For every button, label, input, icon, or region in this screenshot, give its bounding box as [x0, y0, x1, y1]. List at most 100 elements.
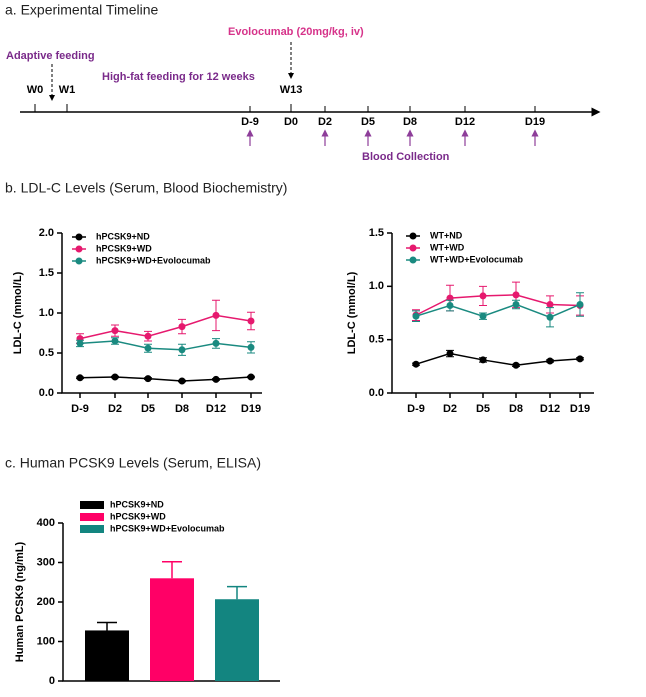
week-label: W0: [27, 84, 44, 96]
bar: [85, 630, 129, 681]
point: [412, 360, 420, 368]
point: [546, 313, 554, 321]
day-label: D0: [284, 116, 298, 128]
x-tick-label: D5: [476, 403, 490, 415]
point: [247, 343, 255, 351]
legend-label: WT+WD+Evolocumab: [430, 254, 524, 264]
hfd-label: High-fat feeding for 12 weeks: [102, 71, 255, 83]
point: [178, 323, 186, 331]
point: [412, 312, 420, 320]
legend-swatch: [80, 513, 104, 521]
legend-marker: [75, 245, 83, 253]
point: [178, 346, 186, 354]
point: [546, 300, 554, 308]
point: [446, 302, 454, 310]
point: [111, 337, 119, 345]
legend-label: hPCSK9+ND: [110, 499, 164, 509]
point: [144, 332, 152, 340]
x-tick-label: D12: [206, 403, 226, 415]
legend-label: WT+ND: [430, 230, 463, 240]
y-tick-label: 300: [37, 556, 55, 568]
point: [546, 357, 554, 365]
x-tick-label: D2: [108, 403, 122, 415]
collection-label: Blood Collection: [362, 151, 450, 163]
bar: [215, 599, 259, 681]
x-tick-label: D19: [570, 403, 590, 415]
point: [247, 373, 255, 381]
series-line: [79, 314, 252, 340]
y-tick-label: 100: [37, 635, 55, 647]
week-label: W13: [280, 84, 303, 96]
week-label: W1: [59, 84, 76, 96]
x-tick-label: D8: [509, 403, 523, 415]
day-label: D-9: [241, 116, 259, 128]
day-label: D12: [455, 116, 475, 128]
day-label: D2: [318, 116, 332, 128]
bar: [150, 578, 194, 681]
y-tick-label: 1.0: [39, 307, 54, 319]
legend-swatch: [80, 525, 104, 533]
series-line: [415, 303, 581, 319]
y-axis-label: LDL-C (mmol/L): [12, 271, 24, 354]
point: [212, 375, 220, 383]
point: [212, 311, 220, 319]
legend-label: hPCSK9+WD: [96, 243, 152, 253]
point: [144, 375, 152, 383]
series-line: [415, 294, 581, 316]
legend-marker: [409, 244, 417, 252]
series-line: [79, 376, 252, 382]
adaptive-label: Adaptive feeding: [6, 50, 95, 62]
legend-marker: [409, 256, 417, 264]
legend-marker: [409, 232, 417, 240]
y-tick-label: 2.0: [39, 227, 54, 239]
point: [247, 317, 255, 325]
y-tick-label: 0.5: [369, 334, 384, 346]
y-tick-label: 1.0: [369, 280, 384, 292]
legend-marker: [75, 257, 83, 265]
x-tick-label: D-9: [407, 403, 425, 415]
point: [576, 355, 584, 363]
heading: a. Experimental Timeline: [5, 2, 159, 18]
point: [111, 373, 119, 381]
point: [76, 374, 84, 382]
point: [512, 361, 520, 369]
legend-label: hPCSK9+WD+Evolocumab: [96, 255, 211, 265]
point: [178, 377, 186, 385]
day-label: D8: [403, 116, 417, 128]
error-bar: [162, 560, 182, 579]
point: [479, 292, 487, 300]
y-tick-label: 1.5: [39, 267, 54, 279]
point: [479, 312, 487, 320]
error-bar: [97, 621, 117, 631]
x-tick-label: D19: [241, 403, 261, 415]
point: [144, 344, 152, 352]
legend-label: hPCSK9+ND: [96, 231, 150, 241]
x-tick-label: D5: [141, 403, 155, 415]
y-axis-label: LDL-C (mmol/L): [346, 271, 358, 354]
point: [512, 300, 520, 308]
point: [576, 300, 584, 308]
y-tick-label: 0: [49, 675, 55, 687]
point: [111, 327, 119, 335]
day-label: D5: [361, 116, 375, 128]
point: [212, 339, 220, 347]
point: [446, 350, 454, 358]
legend-label: WT+WD: [430, 242, 465, 252]
legend-label: hPCSK9+WD+Evolocumab: [110, 523, 225, 533]
x-tick-label: D2: [443, 403, 457, 415]
legend-marker: [75, 233, 83, 241]
point: [479, 356, 487, 364]
y-tick-label: 200: [37, 596, 55, 608]
x-tick-label: D12: [540, 403, 560, 415]
series-line: [415, 352, 581, 367]
legend-swatch: [80, 501, 104, 509]
x-tick-label: D-9: [71, 403, 89, 415]
day-label: D19: [525, 116, 545, 128]
x-tick-label: D8: [175, 403, 189, 415]
legend-label: hPCSK9+WD: [110, 511, 166, 521]
y-tick-label: 400: [37, 517, 55, 529]
y-tick-label: 1.5: [369, 227, 384, 239]
y-tick-label: 0.0: [369, 387, 384, 399]
y-tick-label: 0.0: [39, 387, 54, 399]
heading: b. LDL-C Levels (Serum, Blood Biochemist…: [5, 180, 287, 196]
